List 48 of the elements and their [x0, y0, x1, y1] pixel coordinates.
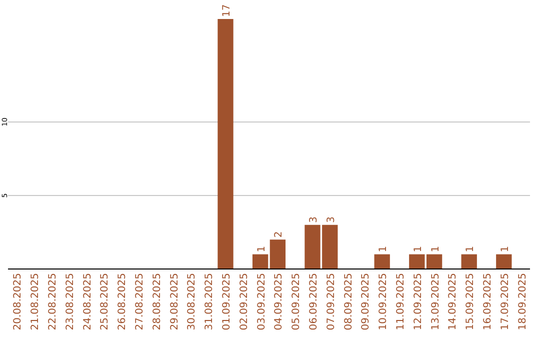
- data-label: 1: [500, 246, 511, 252]
- x-tick-label: 25.08.2025: [100, 273, 111, 330]
- x-tick-label: 06.09.2025: [308, 273, 320, 330]
- bar: [409, 254, 425, 269]
- bar: [496, 254, 512, 269]
- data-label: 2: [274, 231, 285, 238]
- x-tick-label: 21.08.2025: [30, 273, 42, 330]
- x-tick-label: 20.08.2025: [12, 273, 24, 330]
- x-tick-label: 18.09.2025: [517, 273, 528, 330]
- data-label: 1: [465, 246, 476, 252]
- data-label: 3: [326, 216, 337, 223]
- x-tick-label: 27.08.2025: [134, 273, 146, 330]
- x-tick-label: 22.08.2025: [48, 273, 58, 330]
- x-tick-label: 09.09.2025: [360, 273, 372, 330]
- data-label: 1: [412, 246, 424, 252]
- data-label: 3: [308, 216, 320, 223]
- x-tick-label: 14.09.2025: [448, 273, 459, 330]
- bar: [218, 19, 234, 269]
- x-tick-label: 08.09.2025: [343, 273, 354, 330]
- bar: [252, 254, 268, 269]
- bar: [374, 254, 390, 269]
- data-label: 1: [430, 246, 442, 252]
- x-tick-label: 15.09.2025: [465, 273, 476, 330]
- data-label: 1: [378, 246, 390, 252]
- x-tick-label: 12.09.2025: [412, 273, 424, 330]
- x-tick-label: 03.09.2025: [256, 273, 268, 330]
- x-tick-label: 13.09.2025: [430, 273, 442, 330]
- x-tick-label: 23.08.2025: [64, 273, 76, 330]
- x-tick-label: 05.09.2025: [291, 273, 302, 330]
- bar: [270, 240, 286, 269]
- x-tick-label: 17.09.2025: [500, 273, 511, 330]
- x-tick-label: 01.09.2025: [222, 273, 232, 330]
- x-tick-label: 04.09.2025: [274, 273, 285, 330]
- x-tick-label: 07.09.2025: [326, 273, 337, 330]
- x-tick-label: 31.08.2025: [204, 273, 216, 330]
- x-tick-label: 16.09.2025: [482, 273, 494, 330]
- bar: [461, 254, 477, 269]
- x-tick-label: 29.08.2025: [169, 273, 180, 330]
- data-label: 1: [256, 246, 268, 252]
- x-tick-label: 30.08.2025: [186, 273, 198, 330]
- bar: [426, 254, 442, 269]
- data-label: 17: [222, 4, 232, 17]
- x-tick-label: 26.08.2025: [117, 273, 128, 330]
- x-tick-label: 11.09.2025: [396, 273, 406, 330]
- x-tick-label: 28.08.2025: [152, 273, 163, 330]
- x-tick-label: 10.09.2025: [378, 273, 390, 330]
- x-tick-label: 24.08.2025: [82, 273, 94, 330]
- x-tick-label: 02.09.2025: [238, 273, 250, 330]
